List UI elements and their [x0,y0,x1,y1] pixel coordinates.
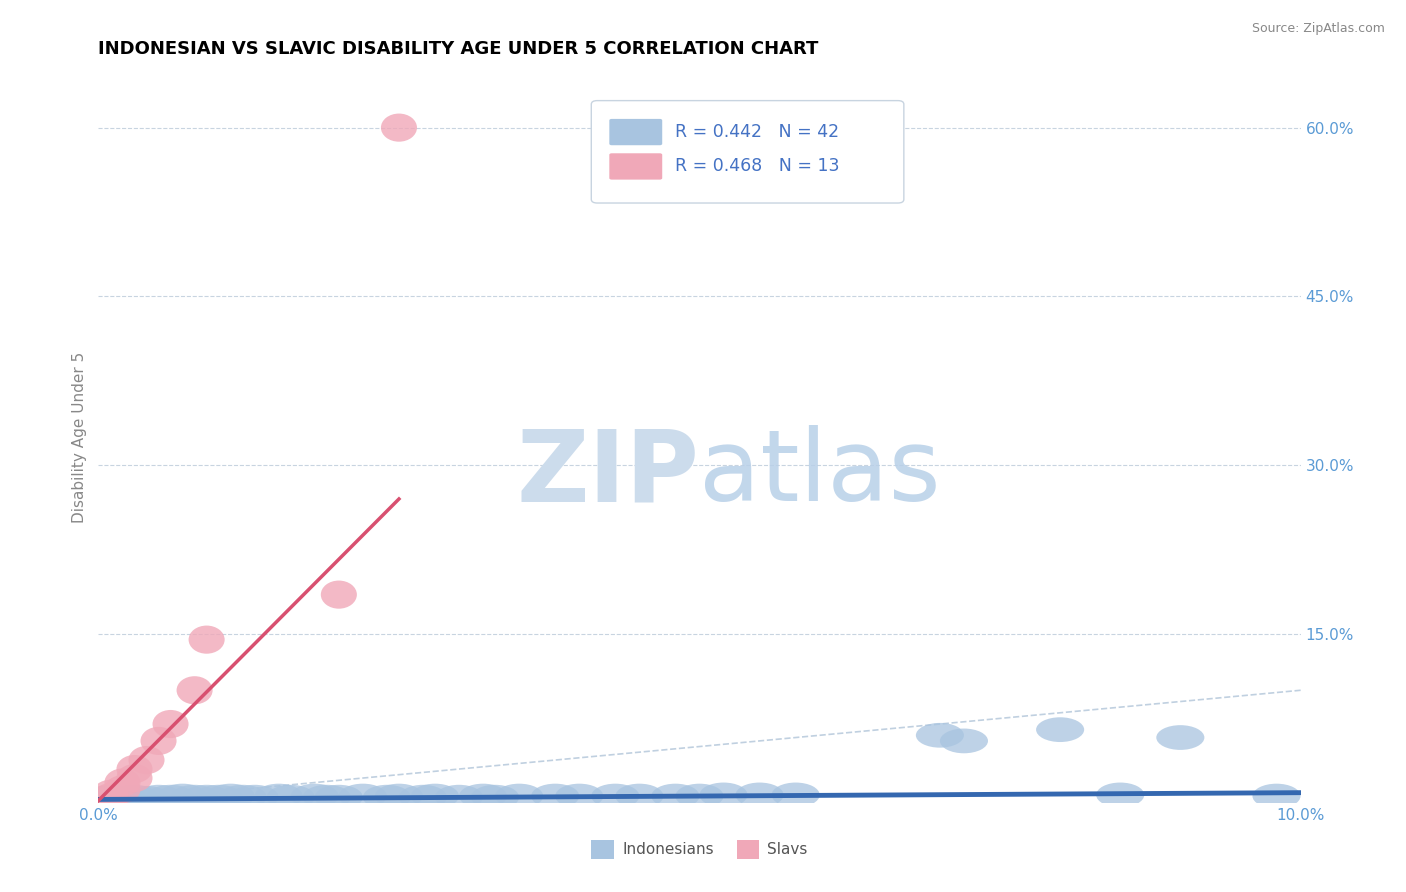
Ellipse shape [177,676,212,705]
Ellipse shape [146,785,194,810]
Ellipse shape [254,784,302,808]
Ellipse shape [93,783,128,811]
Ellipse shape [291,784,339,808]
Ellipse shape [188,625,225,654]
Ellipse shape [231,785,278,810]
Text: ZIP: ZIP [516,425,700,522]
Ellipse shape [207,784,254,808]
Ellipse shape [381,113,418,142]
Ellipse shape [915,723,965,747]
Ellipse shape [315,785,363,810]
FancyBboxPatch shape [592,101,904,203]
Ellipse shape [1156,725,1205,750]
Ellipse shape [651,784,700,808]
Ellipse shape [339,784,387,808]
Ellipse shape [939,729,988,753]
FancyBboxPatch shape [609,119,662,145]
Ellipse shape [141,727,177,755]
Ellipse shape [117,755,152,783]
Ellipse shape [159,784,207,808]
Ellipse shape [98,786,146,811]
Ellipse shape [122,786,170,811]
Ellipse shape [735,782,783,807]
Ellipse shape [1097,782,1144,807]
Ellipse shape [458,784,508,808]
Ellipse shape [93,780,128,808]
Ellipse shape [772,782,820,807]
Ellipse shape [194,785,243,810]
Ellipse shape [128,746,165,774]
Ellipse shape [321,581,357,608]
FancyBboxPatch shape [609,153,662,179]
Ellipse shape [302,785,352,810]
Ellipse shape [363,785,411,810]
Ellipse shape [1036,717,1084,742]
Ellipse shape [135,785,183,810]
Ellipse shape [375,784,423,808]
Text: atlas: atlas [700,425,941,522]
Ellipse shape [111,785,159,810]
Ellipse shape [592,784,640,808]
Text: R = 0.468   N = 13: R = 0.468 N = 13 [675,158,839,176]
Ellipse shape [183,785,231,810]
Ellipse shape [531,784,579,808]
Ellipse shape [267,785,315,810]
Ellipse shape [700,782,748,807]
Ellipse shape [104,775,141,804]
Ellipse shape [399,785,447,810]
Text: R = 0.442   N = 42: R = 0.442 N = 42 [675,123,839,141]
Ellipse shape [411,784,458,808]
Text: Source: ZipAtlas.com: Source: ZipAtlas.com [1251,22,1385,36]
Y-axis label: Disability Age Under 5: Disability Age Under 5 [72,351,87,523]
Ellipse shape [219,785,267,810]
Ellipse shape [1253,784,1301,808]
Ellipse shape [471,785,519,810]
Ellipse shape [616,784,664,808]
Ellipse shape [675,784,724,808]
Text: INDONESIAN VS SLAVIC DISABILITY AGE UNDER 5 CORRELATION CHART: INDONESIAN VS SLAVIC DISABILITY AGE UNDE… [98,40,818,58]
Legend: Indonesians, Slavs: Indonesians, Slavs [585,834,814,864]
Ellipse shape [152,710,188,738]
Ellipse shape [170,785,219,810]
Ellipse shape [495,784,543,808]
Ellipse shape [86,785,135,810]
Ellipse shape [555,784,603,808]
Ellipse shape [104,769,141,797]
Ellipse shape [434,785,484,810]
Ellipse shape [117,764,152,792]
